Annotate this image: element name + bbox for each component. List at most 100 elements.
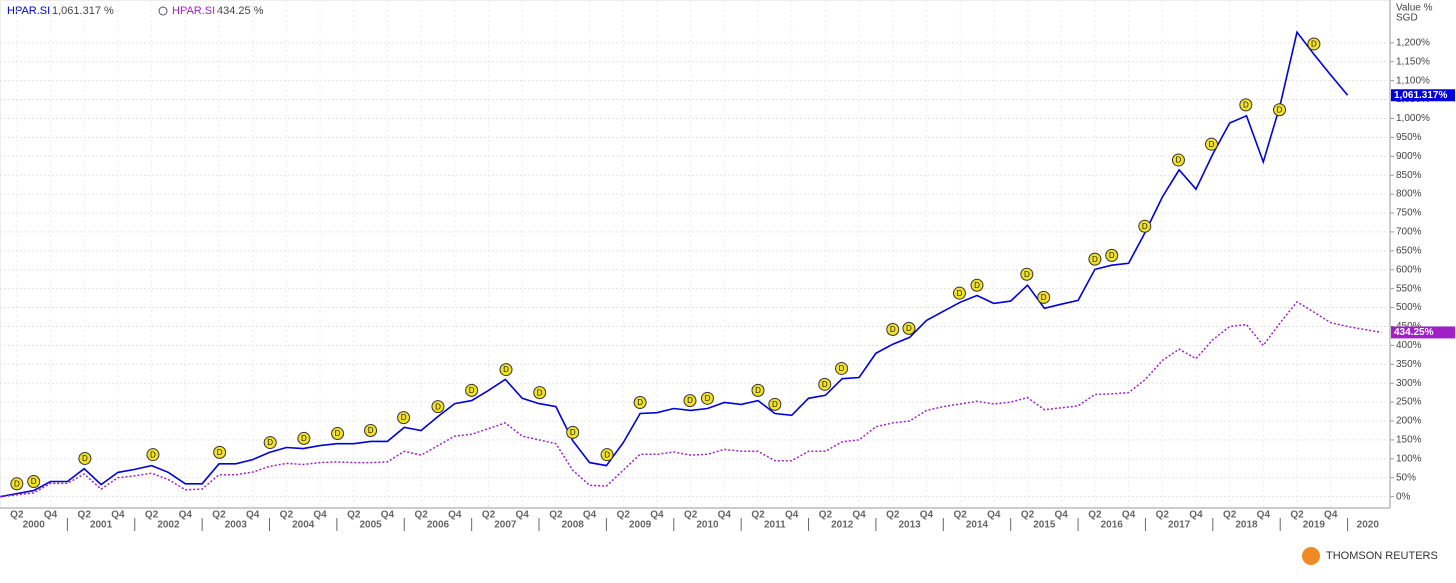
x-tick-label: Q2 <box>684 510 698 521</box>
x-year-label: 2005 <box>359 520 382 531</box>
x-tick-label: Q4 <box>448 510 462 521</box>
x-tick-label: Q4 <box>111 510 125 521</box>
dividend-marker <box>952 286 966 300</box>
dividend-label: D <box>705 394 711 403</box>
y-tick-label: 200% <box>1396 416 1422 427</box>
y-tick-label: 700% <box>1396 227 1422 238</box>
legend-value: 1,061.317 % <box>52 5 114 17</box>
x-year-label: 2014 <box>966 520 989 531</box>
dividend-label: D <box>687 396 693 405</box>
dividend-label: D <box>772 400 778 409</box>
dividend-marker <box>751 383 765 397</box>
x-tick-label: Q4 <box>785 510 799 521</box>
y-tick-label: 0% <box>1396 491 1411 502</box>
dividend-label: D <box>469 386 475 395</box>
x-tick-label: Q2 <box>819 510 833 521</box>
y-axis-unit: SGD <box>1396 13 1418 24</box>
y-tick-label: 150% <box>1396 435 1422 446</box>
dividend-marker <box>213 445 227 459</box>
dividend-marker <box>263 436 277 450</box>
x-tick-label: Q4 <box>987 510 1001 521</box>
dividend-label: D <box>604 450 610 459</box>
dividend-marker <box>1239 98 1253 112</box>
x-tick-label: Q4 <box>920 510 934 521</box>
x-tick-label: Q4 <box>583 510 597 521</box>
dividend-label: D <box>822 380 828 389</box>
dividend-marker <box>683 394 697 408</box>
dividend-marker <box>499 363 513 377</box>
dividend-label: D <box>906 324 912 333</box>
dividend-label: D <box>401 413 407 422</box>
x-tick-label: Q2 <box>1290 510 1304 521</box>
dividend-label: D <box>1176 156 1182 165</box>
dividend-label: D <box>957 289 963 298</box>
x-year-label: 2000 <box>23 520 46 531</box>
y-tick-label: 1,000% <box>1396 113 1430 124</box>
x-tick-label: Q2 <box>78 510 92 521</box>
x-year-label: 2009 <box>629 520 652 531</box>
logo-icon <box>1302 547 1320 565</box>
dividend-label: D <box>301 434 307 443</box>
dividend-marker <box>818 377 832 391</box>
y-tick-label: 600% <box>1396 264 1422 275</box>
dividend-label: D <box>335 429 341 438</box>
x-tick-label: Q4 <box>516 510 530 521</box>
series-line <box>0 300 1382 498</box>
x-tick-label: Q2 <box>617 510 631 521</box>
dividend-label: D <box>82 454 88 463</box>
x-year-label: 2012 <box>831 520 854 531</box>
x-tick-label: Q4 <box>1257 510 1271 521</box>
dividend-marker <box>835 361 849 375</box>
dividend-label: D <box>755 386 761 395</box>
dividend-label: D <box>637 398 643 407</box>
y-tick-label: 50% <box>1396 472 1416 483</box>
x-year-label: 2013 <box>898 520 921 531</box>
dividend-marker <box>1273 103 1287 117</box>
dividend-marker <box>297 431 311 445</box>
legend-name: HPAR.SI <box>172 5 215 17</box>
last-value-box <box>1391 89 1455 102</box>
y-tick-label: 650% <box>1396 245 1422 256</box>
dividend-marker <box>700 391 714 405</box>
dividend-marker <box>331 426 345 440</box>
x-tick-label: Q4 <box>852 510 866 521</box>
x-year-label: 2018 <box>1235 520 1258 531</box>
dividend-marker <box>431 400 445 414</box>
dividend-label: D <box>1109 251 1115 260</box>
x-tick-label: Q2 <box>280 510 294 521</box>
dividend-label: D <box>217 448 223 457</box>
x-tick-label: Q2 <box>347 510 361 521</box>
x-tick-label: Q4 <box>246 510 260 521</box>
x-tick-label: Q4 <box>1055 510 1069 521</box>
dividend-marker <box>1138 219 1152 233</box>
x-year-label: 2020 <box>1357 520 1380 531</box>
x-tick-label: Q4 <box>1189 510 1203 521</box>
plot-frame <box>0 0 1391 509</box>
x-year-label: 2006 <box>427 520 450 531</box>
y-axis-label: Value % <box>1396 3 1433 14</box>
dividend-label: D <box>1243 100 1249 109</box>
dividend-marker <box>1037 290 1051 304</box>
dividend-label: D <box>150 450 156 459</box>
x-tick-label: Q4 <box>44 510 58 521</box>
dividend-marker <box>902 321 916 335</box>
y-tick-label: 500% <box>1396 302 1422 313</box>
dividend-marker <box>1307 37 1321 51</box>
brand: THOMSON REUTERS <box>1326 550 1438 562</box>
last-value-box <box>1391 326 1455 339</box>
series-line <box>0 30 1349 498</box>
x-tick-label: Q2 <box>1156 510 1170 521</box>
last-value-label: 1,061.317% <box>1394 90 1447 101</box>
x-tick-label: Q2 <box>482 510 496 521</box>
y-tick-label: 100% <box>1396 453 1422 464</box>
y-tick-label: 800% <box>1396 189 1422 200</box>
y-tick-label: 350% <box>1396 359 1422 370</box>
dividend-label: D <box>890 325 896 334</box>
dividend-marker <box>600 448 614 462</box>
x-tick-label: Q2 <box>549 510 563 521</box>
x-year-label: 2003 <box>225 520 248 531</box>
legend-name: HPAR.SI <box>7 5 50 17</box>
dividend-label: D <box>1092 255 1098 264</box>
x-tick-label: Q4 <box>1324 510 1338 521</box>
